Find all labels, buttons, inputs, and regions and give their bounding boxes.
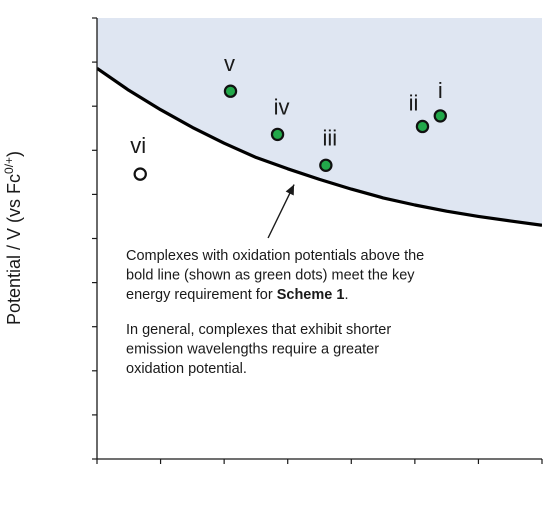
- annotation-text-run: oxidation potential.: [126, 361, 247, 377]
- annotation-arrow-head: [285, 184, 295, 196]
- data-point-label: vi: [130, 133, 146, 158]
- boundary-line: [97, 66, 542, 227]
- annotation-text-line: bold line (shown as green dots) meet the…: [126, 268, 415, 284]
- y-axis-title-close: ): [4, 151, 24, 157]
- data-point-label: v: [224, 51, 235, 76]
- data-point-iv: [270, 127, 285, 142]
- data-point-label: ii: [409, 90, 419, 115]
- y-axis-title-superscript: 0/+: [2, 157, 16, 174]
- annotation-text-run: .: [344, 287, 348, 303]
- shaded-region: [97, 18, 542, 226]
- axes: Potential / V (vs Fc0/+): [2, 17, 543, 464]
- y-axis-title: Potential / V (vs Fc0/+): [2, 151, 24, 325]
- data-point-iii: [319, 158, 333, 172]
- y-axis-title-main: Potential / V (vs Fc: [4, 174, 24, 325]
- data-point-i: [433, 109, 447, 123]
- annotation-text-line: emission wavelengths require a greater: [126, 342, 379, 358]
- annotation-text-line: In general, complexes that exhibit short…: [126, 322, 391, 338]
- annotation-text-run: In general, complexes that exhibit short…: [126, 322, 391, 338]
- annotation-text-run: bold line (shown as green dots) meet the…: [126, 268, 415, 284]
- data-point-label: iii: [323, 125, 338, 150]
- annotation-bold-text: Scheme 1: [277, 287, 345, 303]
- data-point-label: iv: [274, 94, 290, 119]
- data-point-ii: [415, 119, 430, 134]
- annotation-text-line: oxidation potential.: [126, 361, 247, 377]
- annotation-text-line: energy requirement for Scheme 1.: [126, 287, 348, 303]
- annotation: Complexes with oxidation potentials abov…: [126, 184, 424, 377]
- region-above-line: [97, 18, 542, 226]
- data-point-vi: [133, 167, 147, 181]
- annotation-text-run: emission wavelengths require a greater: [126, 342, 379, 358]
- data-point-label: i: [438, 78, 443, 103]
- annotation-text-run: Complexes with oxidation potentials abov…: [126, 248, 424, 264]
- data-point-v: [223, 84, 238, 98]
- annotation-text-line: Complexes with oxidation potentials abov…: [126, 248, 424, 264]
- boundary-line-layer: [97, 66, 542, 227]
- annotation-text-run: energy requirement for: [126, 287, 277, 303]
